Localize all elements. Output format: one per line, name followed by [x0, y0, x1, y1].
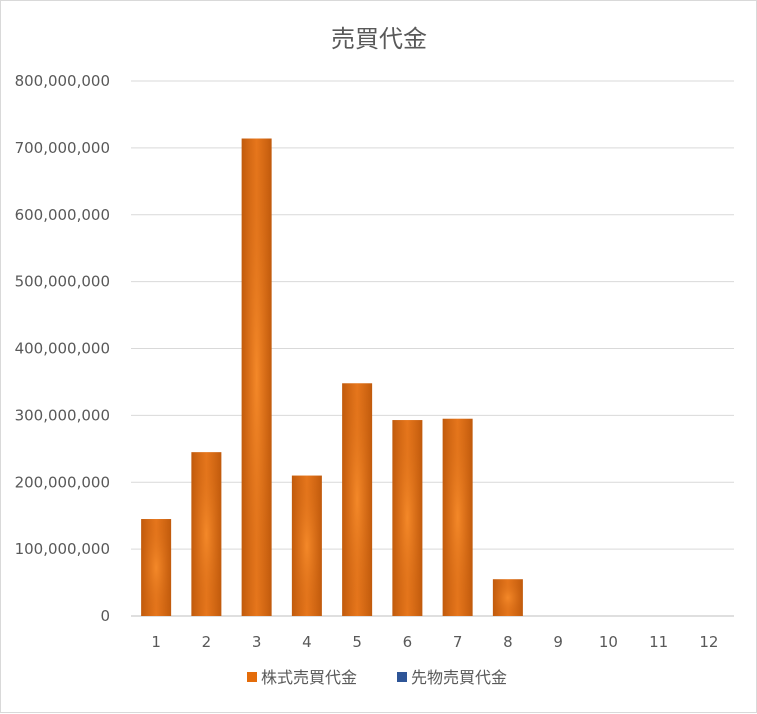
y-tick-label: 700,000,000	[15, 139, 110, 157]
y-tick-label: 800,000,000	[15, 72, 110, 90]
y-axis-ticks: 0 100,000,000 200,000,000 300,000,000 400,00…	[15, 72, 110, 625]
bar-highlight-7	[442, 418, 473, 616]
y-tick-label: 500,000,000	[15, 273, 110, 291]
x-tick-label: 1	[151, 633, 161, 651]
y-tick-label: 400,000,000	[15, 340, 110, 358]
x-tick-label: 10	[599, 633, 618, 651]
x-tick-label: 7	[453, 633, 463, 651]
bar-highlight-8	[492, 579, 523, 616]
legend-swatch	[247, 672, 257, 682]
x-tick-label: 4	[302, 633, 312, 651]
y-tick-label: 100,000,000	[15, 540, 110, 558]
x-tick-label: 5	[352, 633, 362, 651]
x-tick-label: 3	[252, 633, 262, 651]
x-tick-label: 12	[699, 633, 718, 651]
legend-swatch	[397, 672, 407, 682]
bar-highlight-2	[191, 452, 222, 616]
bar-highlight-5	[342, 383, 373, 616]
y-tick-label: 300,000,000	[15, 406, 110, 424]
y-tick-label: 200,000,000	[15, 473, 110, 491]
y-tick-label: 0	[100, 607, 110, 625]
x-axis-ticks: 1 2 3 4 5 6 7 8 9 10 11 12	[151, 633, 718, 651]
gridlines	[131, 80, 734, 617]
bar-highlight-3	[241, 138, 272, 616]
bar-highlight-1	[141, 519, 172, 616]
bar-highlight-4	[291, 475, 322, 616]
legend-label: 先物売買代金	[411, 668, 507, 687]
x-tick-label: 9	[553, 633, 563, 651]
legend: 株式売買代金 先物売買代金	[247, 668, 507, 687]
chart-title: 売買代金	[331, 25, 427, 53]
y-tick-label: 600,000,000	[15, 206, 110, 224]
bars	[141, 138, 523, 616]
x-tick-label: 6	[403, 633, 413, 651]
bar-highlight-6	[392, 420, 423, 616]
x-tick-label: 2	[202, 633, 212, 651]
legend-label: 株式売買代金	[261, 668, 357, 687]
x-tick-label: 8	[503, 633, 513, 651]
x-tick-label: 11	[649, 633, 668, 651]
